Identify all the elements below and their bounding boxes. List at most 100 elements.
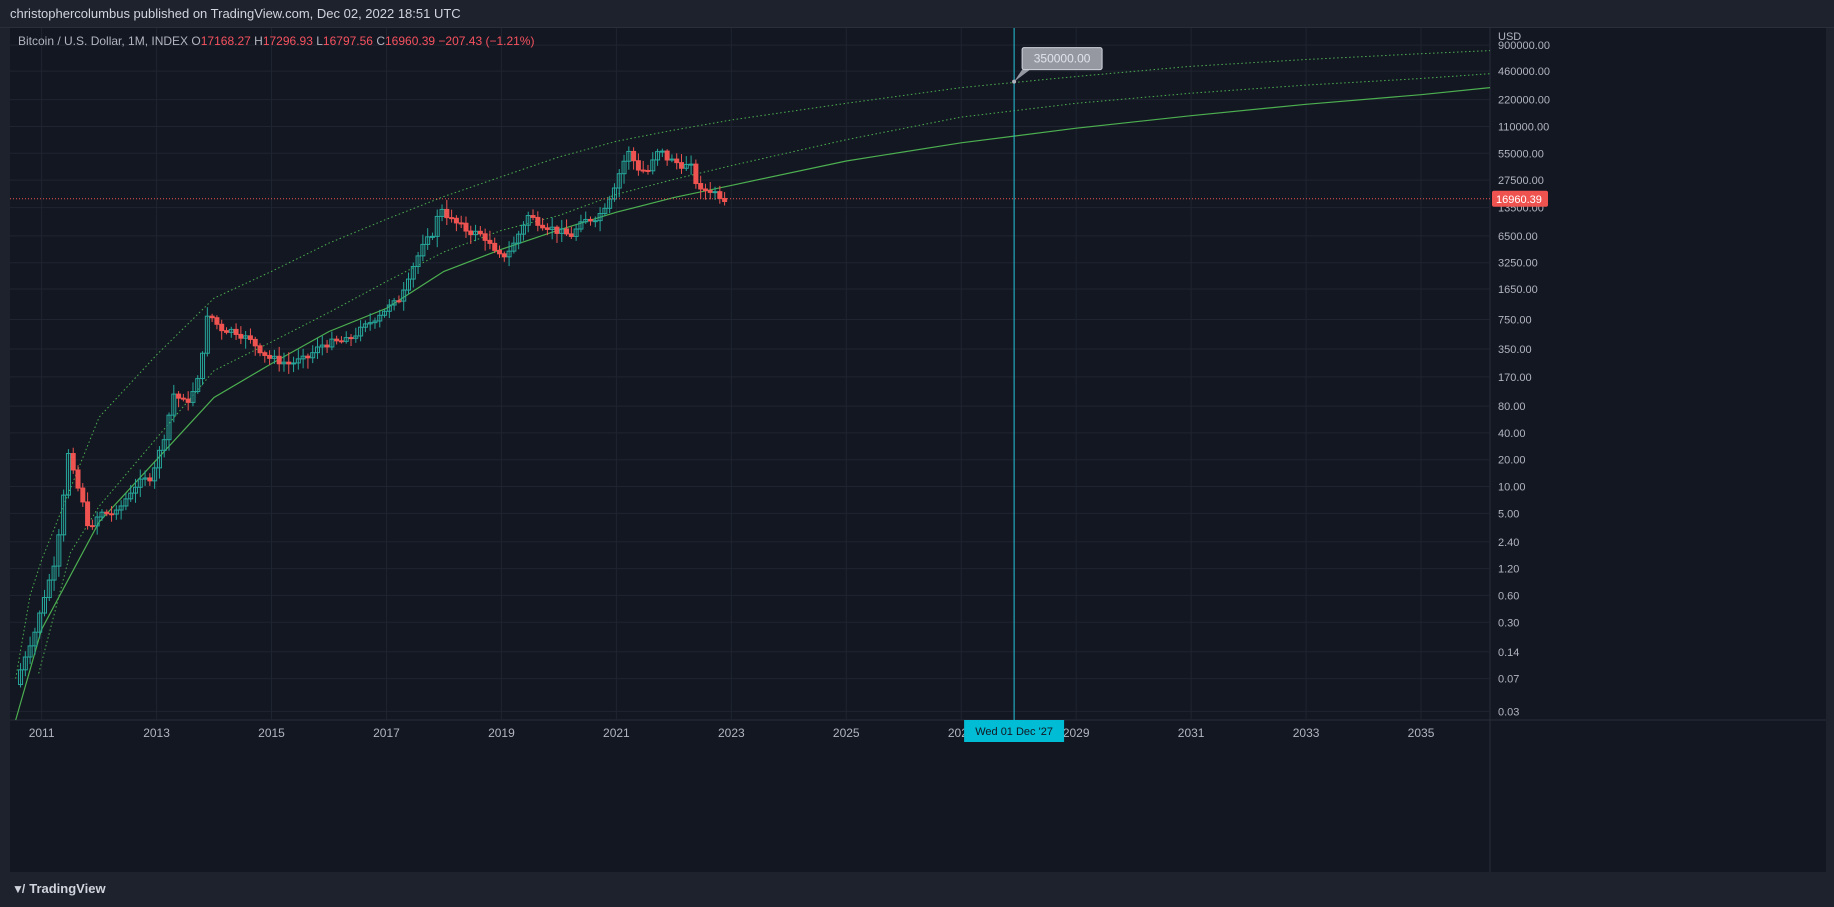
candle-up — [113, 509, 119, 515]
y-tick-label: 1650.00 — [1498, 284, 1538, 296]
candle-up — [281, 361, 287, 365]
candle-up — [616, 173, 622, 189]
candle-down — [482, 233, 488, 241]
x-tick-label: 2019 — [488, 726, 515, 740]
publish-title: christophercolumbus published on Trading… — [10, 6, 461, 21]
candle-down — [219, 323, 225, 332]
candle-up — [65, 453, 71, 496]
candle-down — [252, 338, 258, 347]
candle-up — [611, 187, 617, 200]
y-tick-label: 460000.00 — [1498, 66, 1550, 78]
candle-down — [568, 233, 574, 237]
change-value: −207.43 (−1.21%) — [438, 34, 535, 48]
candle-down — [238, 333, 244, 339]
candle-up — [271, 355, 277, 359]
y-tick-label: 1.20 — [1498, 564, 1519, 576]
candle-up — [228, 328, 234, 333]
curve-line-2 — [15, 50, 1491, 679]
candle-up — [525, 215, 531, 226]
brand[interactable]: ▼/ TradingView — [12, 881, 106, 896]
candle-up — [37, 612, 43, 633]
candle-down — [530, 215, 536, 218]
candle-up — [300, 355, 306, 360]
candle-up — [156, 449, 162, 469]
candle-down — [501, 253, 507, 258]
candle-up — [99, 511, 105, 518]
candle-down — [631, 150, 637, 162]
high-label: H — [254, 34, 263, 48]
last-price-badge — [1492, 190, 1548, 207]
candle-down — [262, 352, 268, 356]
candle-up — [511, 242, 517, 252]
candle-up — [429, 235, 435, 238]
candle-down — [257, 345, 263, 354]
high-value: 17296.93 — [262, 34, 313, 48]
y-tick-label: 20.00 — [1498, 455, 1526, 467]
candle-down — [458, 222, 464, 225]
candle-down — [305, 355, 311, 359]
chart-area[interactable]: USD 900000.00 460000.00 220000.00 110000.00 5… — [10, 28, 1826, 872]
candle-up — [377, 314, 383, 322]
candle-up — [382, 310, 388, 316]
candle-up — [32, 631, 38, 647]
candle-down — [554, 226, 560, 234]
candle-down — [693, 163, 699, 185]
candle-up — [319, 344, 325, 348]
candle-down — [85, 501, 91, 527]
candle-up — [425, 236, 431, 245]
x-tick-label: 2013 — [143, 726, 170, 740]
candle-down — [324, 344, 330, 348]
candle-up — [94, 516, 100, 527]
y-tick-label: 350.00 — [1498, 344, 1532, 356]
candle-up — [195, 378, 201, 393]
candle-up — [434, 215, 440, 237]
candle-down — [286, 361, 292, 365]
candle-up — [295, 358, 301, 364]
candle-up — [473, 230, 479, 236]
candle-down — [540, 224, 546, 229]
candle-down — [487, 239, 493, 244]
candle-down — [223, 330, 229, 333]
curve-line-1 — [38, 73, 1491, 674]
candle-down — [267, 354, 273, 359]
publish-header: christophercolumbus published on Trading… — [0, 0, 1834, 28]
last-price-label: 16960.39 — [1496, 194, 1542, 206]
close-value: 16960.39 — [385, 34, 436, 48]
candle-up — [655, 151, 661, 161]
candle-down — [89, 525, 95, 528]
candle-up — [712, 191, 718, 194]
open-value: 17168.27 — [200, 34, 251, 48]
candle-down — [276, 355, 282, 365]
y-tick-label: 0.30 — [1498, 617, 1519, 629]
candle-up — [123, 498, 129, 507]
candle-down — [449, 217, 455, 220]
candle-up — [602, 207, 608, 215]
candle-down — [674, 158, 680, 164]
y-tick-label: 170.00 — [1498, 372, 1532, 384]
candle-up — [343, 337, 349, 342]
candle-up — [27, 645, 33, 658]
candle-up — [18, 669, 24, 686]
x-tick-label: 2011 — [29, 726, 55, 740]
candle-up — [405, 278, 411, 291]
y-tick-label: 2.40 — [1498, 537, 1519, 549]
ohlc-legend: Bitcoin / U.S. Dollar, 1M, INDEX O17168.… — [18, 34, 534, 48]
candle-down — [564, 228, 570, 235]
candle-down — [147, 477, 153, 482]
chart-background — [10, 28, 1826, 872]
y-tick-label: 0.03 — [1498, 706, 1519, 718]
candle-down — [463, 222, 469, 232]
symbol-label[interactable]: Bitcoin / U.S. Dollar, 1M, INDEX — [18, 34, 189, 48]
footer: ▼/ TradingView — [0, 872, 1834, 907]
candle-up — [22, 656, 28, 671]
candle-up — [132, 486, 138, 494]
x-tick-label: 2023 — [718, 726, 745, 740]
candle-down — [180, 397, 186, 400]
candle-up — [688, 163, 694, 166]
candle-down — [185, 398, 191, 403]
open-label: O — [191, 34, 201, 48]
candle-up — [506, 250, 512, 258]
candle-up — [46, 579, 52, 599]
candle-up — [41, 597, 47, 614]
